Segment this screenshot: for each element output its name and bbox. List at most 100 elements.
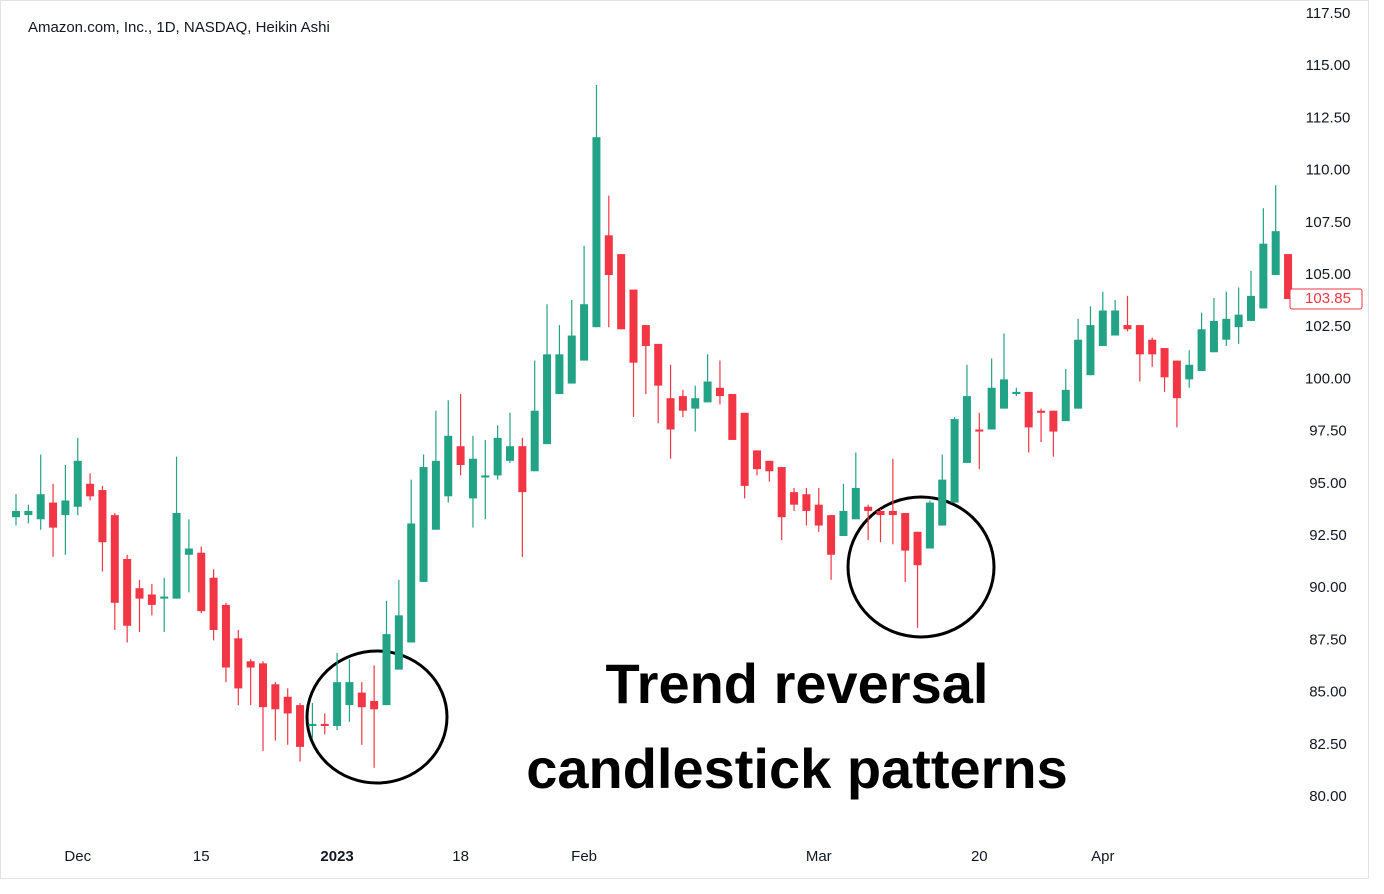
candle-body (73, 460, 82, 507)
chart-frame (0, 0, 1369, 879)
candle-body (1098, 310, 1107, 346)
candle-body (135, 588, 144, 599)
candle-body (1061, 389, 1070, 422)
candle-body (1222, 318, 1231, 340)
candle-body (12, 510, 20, 518)
candle-body (1086, 325, 1095, 376)
candle-body (1234, 314, 1243, 328)
y-tick-label: 85.00 (1309, 684, 1347, 701)
x-tick-label: Apr (1091, 848, 1114, 865)
candle-body (1271, 231, 1280, 275)
candle-body (468, 458, 477, 499)
candle-body (629, 289, 638, 363)
candle-body (925, 502, 934, 549)
candle-body (864, 506, 873, 511)
candle-body (938, 479, 947, 526)
candle-body (592, 137, 601, 328)
highlight-circle (846, 495, 996, 639)
x-tick-label: 15 (193, 848, 210, 865)
candle-body (221, 604, 230, 668)
candle-body (666, 398, 675, 430)
candle-body (654, 343, 663, 386)
candle-body (36, 494, 45, 520)
candle-body (456, 446, 465, 465)
candle-body (715, 387, 724, 397)
candle-body (86, 483, 95, 497)
candle-body (765, 460, 774, 472)
candle-body (913, 531, 922, 566)
candle-body (1037, 410, 1046, 413)
candle-body (814, 504, 823, 526)
candle-body (753, 450, 761, 470)
candle-body (98, 490, 107, 543)
candle-body (1247, 295, 1255, 321)
candle-body (357, 692, 366, 708)
candle-body (518, 446, 527, 493)
candle-body (296, 705, 305, 747)
candle-body (431, 460, 440, 530)
candle-body (444, 435, 453, 497)
candle-body (802, 494, 811, 511)
x-tick-label: Feb (571, 848, 597, 865)
candle-body (827, 515, 836, 555)
y-tick-label: 107.50 (1305, 214, 1351, 231)
candle-body (839, 510, 848, 536)
candle-body (123, 558, 132, 626)
candle-body (888, 510, 897, 516)
candle-body (333, 682, 342, 726)
y-tick-label: 87.50 (1309, 631, 1347, 648)
y-tick-label: 110.00 (1306, 162, 1351, 179)
y-tick-label: 92.50 (1309, 527, 1347, 544)
candle-body (641, 325, 650, 346)
candle-body (407, 523, 416, 643)
candle-body (1012, 391, 1021, 395)
candle-body (1111, 310, 1120, 336)
y-tick-label: 95.00 (1309, 475, 1347, 492)
y-tick-label: 102.50 (1305, 318, 1351, 335)
candle-body (1148, 339, 1157, 355)
y-tick-label: 90.00 (1309, 579, 1347, 596)
annotation: candlestick patterns (526, 737, 1068, 800)
candle-body (740, 412, 749, 486)
candle-body (172, 513, 181, 599)
candle-body (110, 515, 119, 603)
y-tick-label: 82.50 (1309, 736, 1347, 753)
chart-title: Amazon.com, Inc., 1D, NASDAQ, Heikin Ash… (28, 19, 330, 36)
candle-body (691, 398, 700, 409)
candle-body (49, 502, 58, 528)
candle-body (950, 419, 959, 503)
candle-body (703, 381, 712, 403)
candle-body (567, 335, 576, 384)
candle-body (147, 594, 156, 605)
candle-body (308, 723, 317, 726)
candle-body (1209, 320, 1218, 353)
candle-body (246, 661, 255, 668)
annotation: Trend reversal (606, 652, 989, 715)
candle-body (777, 467, 786, 518)
candle-body (197, 552, 206, 612)
candle-body (394, 615, 403, 670)
candle-body (851, 487, 860, 520)
candle-body (962, 396, 971, 463)
x-tick-label: Mar (806, 848, 832, 865)
candle-body (1197, 329, 1206, 372)
candle-body (975, 429, 984, 432)
y-tick-label: 117.50 (1306, 5, 1351, 22)
candle-body (1123, 325, 1132, 330)
candle-body (160, 596, 169, 599)
candle-body (209, 577, 218, 630)
candle-body (259, 663, 267, 708)
candle-body (617, 254, 626, 330)
candle-body (1000, 379, 1008, 409)
candle-body (61, 500, 70, 516)
candle-body (506, 446, 514, 461)
candle-body (1160, 348, 1169, 378)
candle-body (1024, 391, 1033, 428)
candle-body (234, 638, 243, 689)
x-tick-label: 18 (452, 848, 469, 865)
y-tick-label: 100.00 (1305, 370, 1351, 387)
candle-body (184, 548, 193, 555)
highlight-circle (305, 649, 449, 785)
